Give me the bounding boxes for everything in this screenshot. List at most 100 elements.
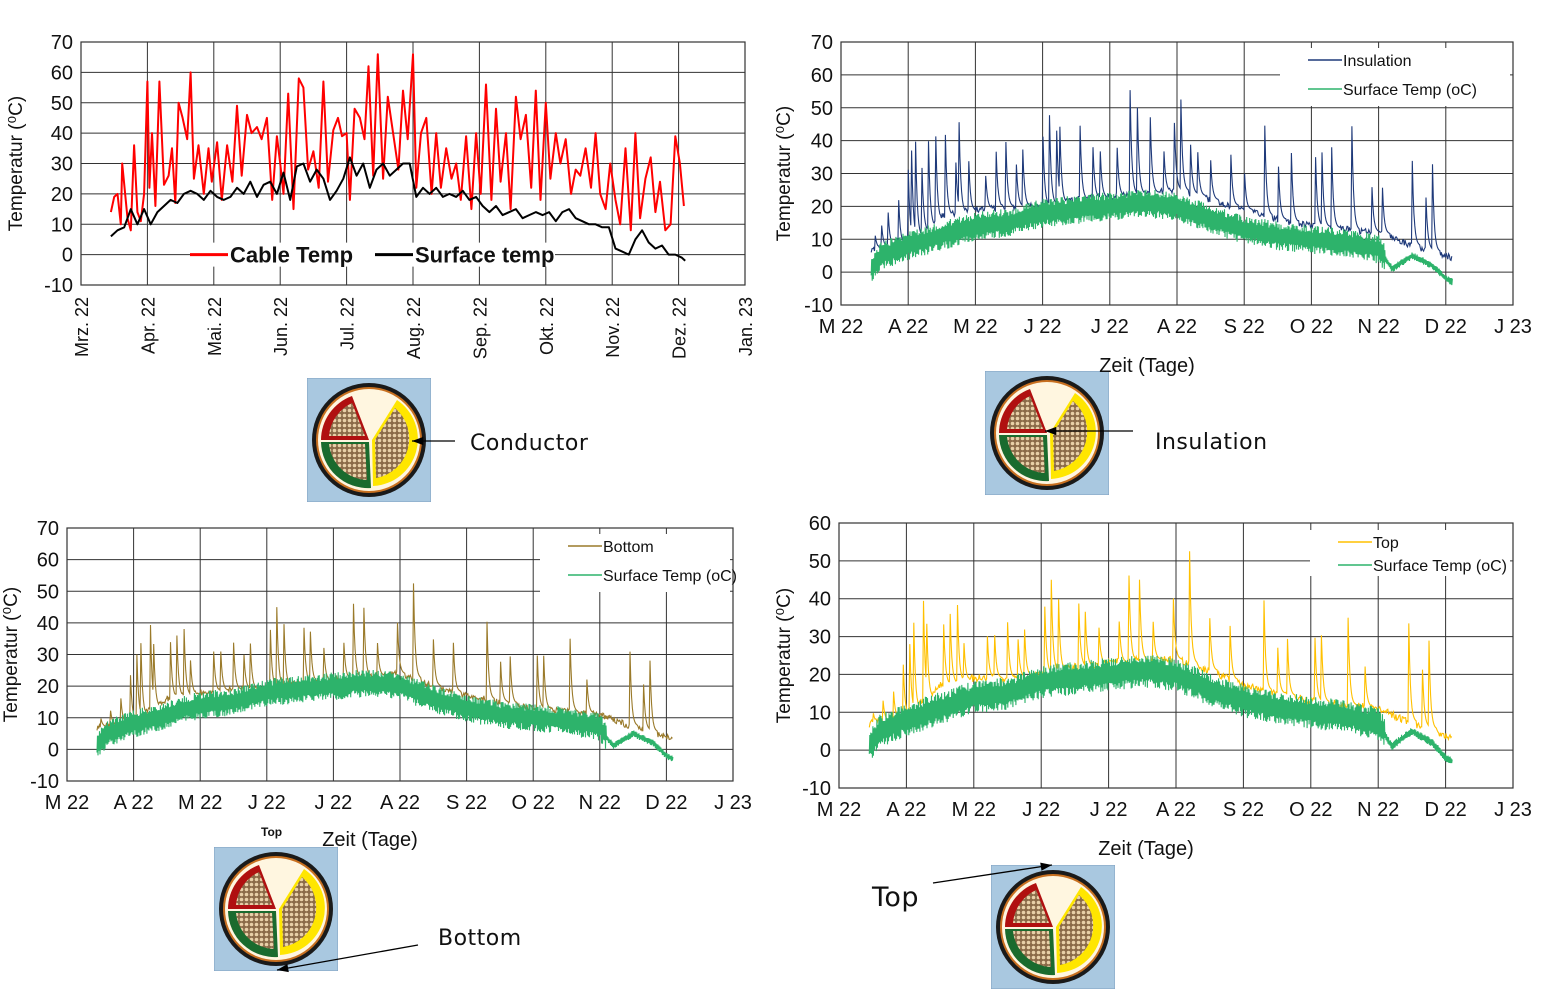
y-axis-label: Temperatur (⁰C) (1, 587, 22, 722)
series-line-surface-temp-oc (96, 669, 674, 762)
annotation-insulation-label: Insulation (1155, 430, 1268, 455)
x-tick-label: S 22 (1223, 799, 1264, 821)
y-tick-label: 0 (48, 739, 59, 761)
x-tick-label: A 22 (888, 316, 928, 338)
x-tick-label: J 22 (1090, 799, 1128, 821)
legend-background (1310, 530, 1510, 576)
x-tick-label: O 22 (512, 792, 555, 814)
y-tick-label: 40 (809, 589, 831, 611)
x-tick-label: J 22 (314, 792, 352, 814)
y-tick-label: 20 (809, 664, 831, 686)
y-tick-label: 10 (811, 229, 833, 251)
x-tick-label: A 22 (380, 792, 420, 814)
series-line-cable-temp (109, 53, 685, 232)
y-tick-label: 20 (51, 184, 73, 206)
arrow-to-bottom (276, 944, 419, 971)
y-tick-label: 60 (809, 513, 831, 535)
cable-cross-section-icon (990, 864, 1116, 990)
y-tick-label: 30 (51, 154, 73, 176)
y-tick-label: 50 (37, 581, 59, 603)
y-tick-label: 40 (51, 123, 73, 145)
y-tick-label: 20 (811, 196, 833, 218)
x-tick-label: J 22 (1024, 316, 1062, 338)
legend-label: Bottom (603, 539, 654, 556)
x-tick-label: J 23 (714, 792, 752, 814)
y-tick-label: 30 (809, 627, 831, 649)
chart-bottom: -10 0 10 20 30 40 50 60 70 M 22 A 22 M 22 J 22 J 22 A … (1, 518, 752, 851)
x-tick-label: M 22 (952, 799, 996, 821)
x-tick-label: O 22 (1290, 316, 1333, 338)
y-tick-label: -10 (44, 275, 73, 297)
series-line-surface-temp-oc (868, 655, 1453, 764)
x-tick-label: M 22 (45, 792, 89, 814)
chart-insulation: -10 0 10 20 30 40 50 60 70 M 22 A 22 M 22 J 22 J 22 A … (774, 32, 1532, 377)
cable-illustration-bottom (213, 846, 339, 972)
y-tick-label: 10 (51, 214, 73, 236)
y-axis-label: Temperatur (⁰C) (6, 96, 27, 231)
x-tick-label: N 22 (1357, 799, 1399, 821)
y-tick-label: 70 (37, 518, 59, 540)
series-line-surface-temp (110, 156, 686, 262)
x-tick-label: D 22 (645, 792, 687, 814)
x-tick-label: M 22 (817, 799, 861, 821)
cable-illustration-conductor (306, 377, 432, 503)
x-tick-label: J 22 (248, 792, 286, 814)
series-line-surface-temp-oc (870, 189, 1453, 286)
y-tick-label: 0 (62, 245, 73, 267)
x-tick-label: D 22 (1424, 799, 1466, 821)
y-tick-label: 40 (37, 613, 59, 635)
x-tick-label: J 23 (1494, 316, 1532, 338)
legend-label-surface-temp: Surface temp (415, 243, 554, 268)
y-tick-label: 50 (811, 98, 833, 120)
legend-label: Top (1373, 535, 1399, 552)
x-tick-label: A 22 (114, 792, 154, 814)
y-tick-label: -10 (30, 771, 59, 793)
x-tick-label: A 22 (1157, 316, 1197, 338)
y-tick-label: 40 (811, 131, 833, 153)
y-axis-label: Temperatur (⁰C) (774, 588, 795, 723)
annotation-conductor-label: Conductor (470, 431, 589, 456)
x-tick-label: O 22 (1289, 799, 1332, 821)
arrow-to-conductor-head (412, 436, 424, 446)
legend-label: Surface Temp (oC) (603, 568, 737, 585)
x-tick-label: Aug. 22 (404, 297, 424, 359)
legend-background (540, 534, 730, 592)
cable-cross-section-icon (306, 377, 432, 503)
y-tick-label: 50 (809, 551, 831, 573)
y-tick-label: 10 (37, 708, 59, 730)
cable-illustration-top (990, 864, 1116, 990)
y-tick-label: 20 (37, 676, 59, 698)
x-tick-label: Jan. 23 (736, 297, 756, 356)
x-tick-label: J 23 (1494, 799, 1532, 821)
y-tick-label: 70 (51, 32, 73, 54)
y-tick-label: 0 (822, 262, 833, 284)
x-tick-label: Jul. 22 (338, 297, 358, 350)
arrow-to-bottom-head (277, 963, 289, 973)
x-tick-label: M 22 (819, 316, 863, 338)
x-tick-label: Nov. 22 (603, 297, 623, 358)
series-line-insulation (870, 90, 1453, 262)
chart-conductor: -10 0 10 20 30 40 50 60 70 Mrz. 22 Apr. 22 Mai. 22 J… (6, 32, 756, 359)
y-tick-label: 50 (51, 93, 73, 115)
arrow-to-top-head (1040, 862, 1052, 871)
arrow-to-top (932, 864, 1053, 884)
x-tick-label: M 22 (178, 792, 222, 814)
cable-cross-section-icon (213, 846, 339, 972)
y-tick-label: 60 (811, 65, 833, 87)
x-tick-label: Jun. 22 (271, 297, 291, 356)
legend-label: Insulation (1343, 53, 1412, 70)
legend-label: Surface Temp (oC) (1373, 558, 1507, 575)
x-tick-label: M 22 (953, 316, 997, 338)
cable-cross-section-icon (984, 370, 1110, 496)
x-tick-label: N 22 (579, 792, 621, 814)
x-tick-label: Okt. 22 (537, 297, 557, 355)
y-tick-label: 30 (811, 164, 833, 186)
legend-background (1280, 48, 1510, 106)
x-tick-label: J 22 (1091, 316, 1129, 338)
x-axis-label: Zeit (Tage) (322, 829, 418, 851)
x-tick-label: Mai. 22 (205, 297, 225, 356)
x-tick-label: N 22 (1357, 316, 1399, 338)
cable-illustration-insulation (984, 370, 1110, 496)
chart-top: -10 0 10 20 30 40 50 60 M 22 A 22 M 22 J 22 J 22 A 22… (774, 513, 1532, 860)
x-axis-label: Zeit (Tage) (1099, 355, 1195, 377)
